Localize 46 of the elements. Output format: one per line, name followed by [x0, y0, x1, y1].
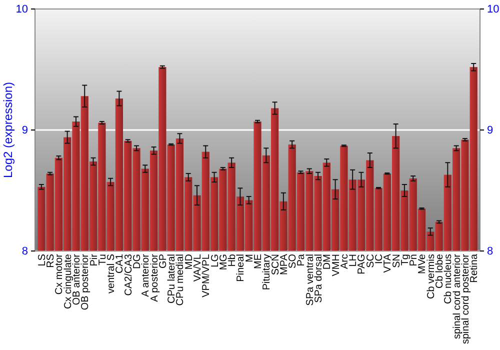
x-tick-label: DG: [132, 254, 143, 269]
x-tick-label: MPA: [278, 254, 290, 275]
x-tick-label: SC: [365, 254, 376, 268]
x-tick-label: LG: [210, 254, 221, 268]
x-tick-label: ME: [253, 254, 264, 269]
x-tick-label: spinal cord anterior: [452, 253, 463, 340]
x-tick-label: VTA: [382, 254, 394, 273]
x-tick-label: Arc: [339, 254, 350, 269]
y-axis-title: Log2 (expression): [1, 82, 15, 178]
x-tick-label: LS: [36, 254, 48, 266]
x-tick-label: Pir: [88, 253, 100, 266]
y-tick-label: 8: [22, 246, 28, 258]
x-tick-label: MVe: [417, 254, 428, 274]
x-tick-label: DM: [322, 254, 334, 270]
y-tick-label: 10: [16, 4, 28, 16]
x-tick-label: M: [244, 254, 256, 262]
x-tick-label: VA/VL: [192, 254, 204, 282]
x-tick-label: Retina: [469, 254, 480, 283]
x-tick-label: PAG: [356, 254, 368, 274]
x-tick-label: Cx cingulate: [62, 254, 74, 310]
y2-tick-label: 10: [487, 4, 500, 16]
x-tick-label: Cb vermis: [426, 254, 437, 300]
x-tick-label: Cb nucleus: [443, 254, 454, 304]
y2-tick-label: 8: [487, 246, 494, 258]
x-tick-label: Pa: [296, 254, 308, 266]
x-tick-label: A posterior: [149, 253, 160, 302]
x-tick-label: Pituitary: [262, 254, 273, 290]
x-tick-label: CPu medial: [175, 254, 186, 306]
x-tick-label: Pineal: [236, 254, 247, 282]
x-tick-label: Tg: [400, 254, 411, 266]
y2-tick-label: 9: [487, 124, 494, 137]
x-tick-label: RS: [46, 254, 57, 268]
x-tick-label: OB anterior: [71, 253, 82, 306]
x-tick-label: SN: [391, 254, 402, 268]
x-tick-label: spinal cord posterior: [460, 253, 472, 344]
x-tick-label: VPM/VPL: [201, 254, 212, 298]
x-tick-label: Tu: [97, 254, 108, 266]
y-tick-label: 9: [22, 124, 28, 137]
x-tick-label: SCN: [270, 254, 282, 276]
x-tick-label: MG: [218, 254, 230, 270]
x-tick-label: CA1: [114, 254, 126, 274]
x-tick-label: VMH: [330, 254, 342, 276]
x-tick-label: GP: [158, 254, 169, 268]
x-tick-label: CA2/CA3: [123, 254, 134, 296]
x-tick-label: OB posterior: [80, 253, 92, 310]
x-tick-label: A anterior: [140, 253, 152, 297]
